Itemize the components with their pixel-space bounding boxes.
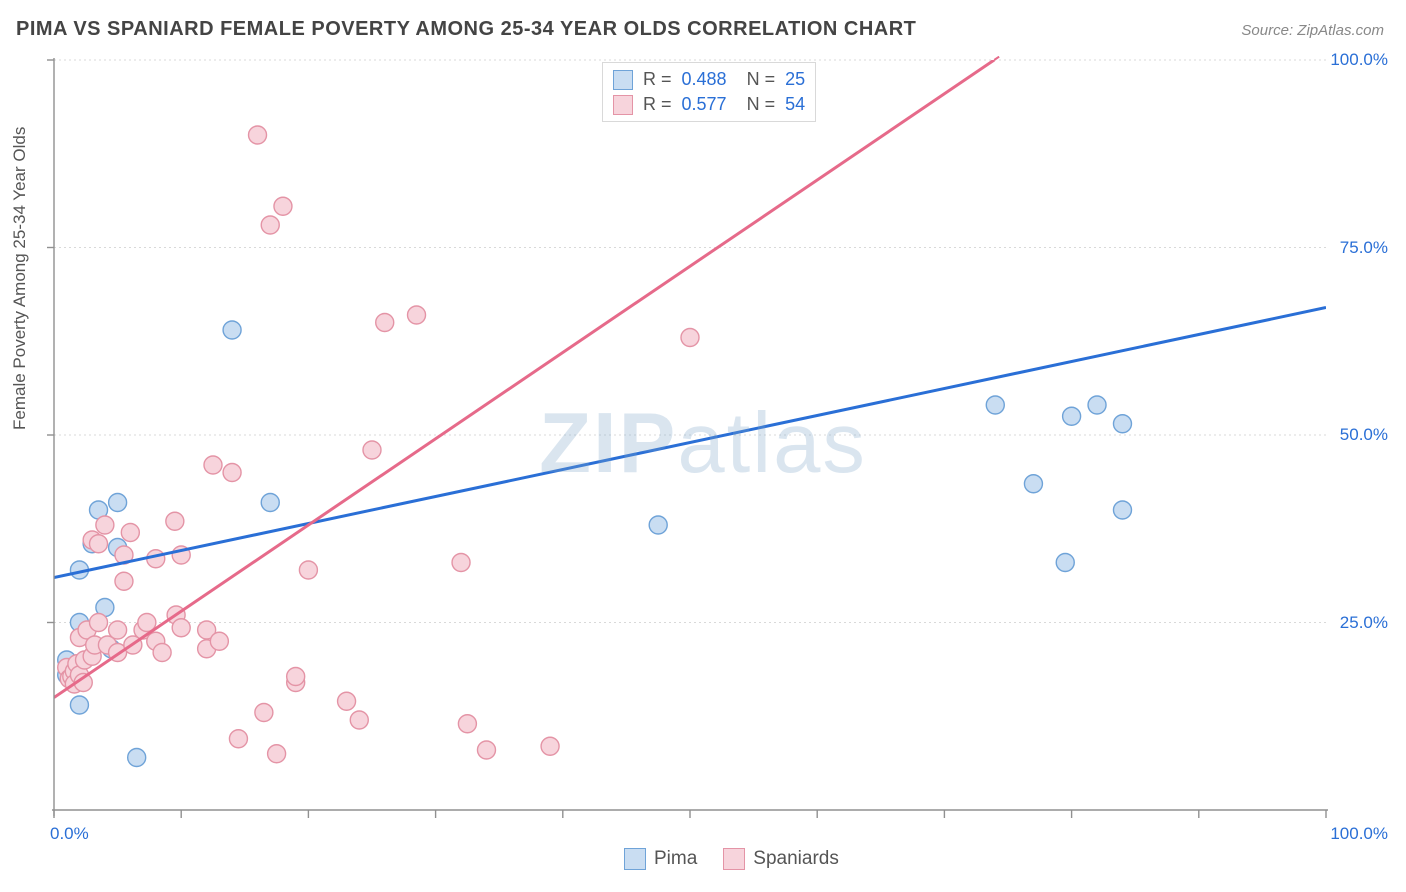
data-point bbox=[90, 535, 108, 553]
data-point bbox=[223, 464, 241, 482]
data-point bbox=[338, 692, 356, 710]
data-point bbox=[681, 329, 699, 347]
data-point bbox=[223, 321, 241, 339]
data-point bbox=[452, 554, 470, 572]
data-point bbox=[128, 749, 146, 767]
data-point bbox=[109, 494, 127, 512]
data-point bbox=[268, 745, 286, 763]
data-point bbox=[255, 704, 273, 722]
trend-line-extension bbox=[994, 56, 1121, 60]
data-point bbox=[96, 516, 114, 534]
data-point bbox=[261, 216, 279, 234]
data-point bbox=[121, 524, 139, 542]
data-point bbox=[376, 314, 394, 332]
y-tick-label: 50.0% bbox=[1340, 425, 1388, 445]
chart-frame: PIMA VS SPANIARD FEMALE POVERTY AMONG 25… bbox=[0, 0, 1406, 892]
stats-r-label: R = 0.488 N = 25 bbox=[643, 69, 805, 90]
legend-item: Spaniards bbox=[723, 848, 839, 870]
legend-swatch bbox=[613, 95, 633, 115]
legend-item: Pima bbox=[624, 848, 697, 870]
series-legend: Pima Spaniards bbox=[624, 848, 839, 870]
data-point bbox=[458, 715, 476, 733]
data-point bbox=[541, 737, 559, 755]
legend-label: Pima bbox=[654, 848, 697, 869]
data-point bbox=[249, 126, 267, 144]
data-point bbox=[274, 197, 292, 215]
data-point bbox=[153, 644, 171, 662]
legend-swatch bbox=[624, 848, 646, 870]
data-point bbox=[229, 730, 247, 748]
data-point bbox=[166, 512, 184, 530]
x-tick-label-right: 100.0% bbox=[1330, 824, 1388, 844]
data-point bbox=[210, 632, 228, 650]
data-point bbox=[287, 668, 305, 686]
y-tick-label: 100.0% bbox=[1330, 50, 1388, 70]
stats-r-label: R = 0.577 N = 54 bbox=[643, 94, 805, 115]
data-point bbox=[408, 306, 426, 324]
stats-legend-row: R = 0.488 N = 25 bbox=[613, 67, 805, 92]
data-point bbox=[204, 456, 222, 474]
source-attribution: Source: ZipAtlas.com bbox=[1241, 22, 1384, 39]
trend-line bbox=[54, 60, 994, 698]
data-point bbox=[1024, 475, 1042, 493]
data-point bbox=[1056, 554, 1074, 572]
y-tick-label: 75.0% bbox=[1340, 238, 1388, 258]
data-point bbox=[1063, 407, 1081, 425]
trend-line bbox=[54, 308, 1326, 578]
data-point bbox=[172, 619, 190, 637]
data-point bbox=[109, 621, 127, 639]
data-point bbox=[1113, 501, 1131, 519]
y-axis-label: Female Poverty Among 25-34 Year Olds bbox=[10, 127, 30, 430]
data-point bbox=[986, 396, 1004, 414]
scatter-plot bbox=[46, 56, 1386, 850]
source-prefix: Source: bbox=[1241, 22, 1297, 39]
data-point bbox=[261, 494, 279, 512]
data-point bbox=[477, 741, 495, 759]
stats-legend: R = 0.488 N = 25 R = 0.577 N = 54 bbox=[602, 62, 816, 122]
y-tick-label: 25.0% bbox=[1340, 613, 1388, 633]
stats-legend-row: R = 0.577 N = 54 bbox=[613, 92, 805, 117]
data-point bbox=[350, 711, 368, 729]
data-point bbox=[363, 441, 381, 459]
legend-swatch bbox=[723, 848, 745, 870]
data-point bbox=[1113, 415, 1131, 433]
x-tick-label-left: 0.0% bbox=[50, 824, 89, 844]
data-point bbox=[90, 614, 108, 632]
data-point bbox=[649, 516, 667, 534]
data-point bbox=[70, 696, 88, 714]
legend-label: Spaniards bbox=[753, 848, 839, 869]
data-point bbox=[1088, 396, 1106, 414]
chart-title: PIMA VS SPANIARD FEMALE POVERTY AMONG 25… bbox=[16, 18, 916, 41]
source-name: ZipAtlas.com bbox=[1297, 22, 1384, 39]
legend-swatch bbox=[613, 70, 633, 90]
data-point bbox=[115, 572, 133, 590]
data-point bbox=[299, 561, 317, 579]
